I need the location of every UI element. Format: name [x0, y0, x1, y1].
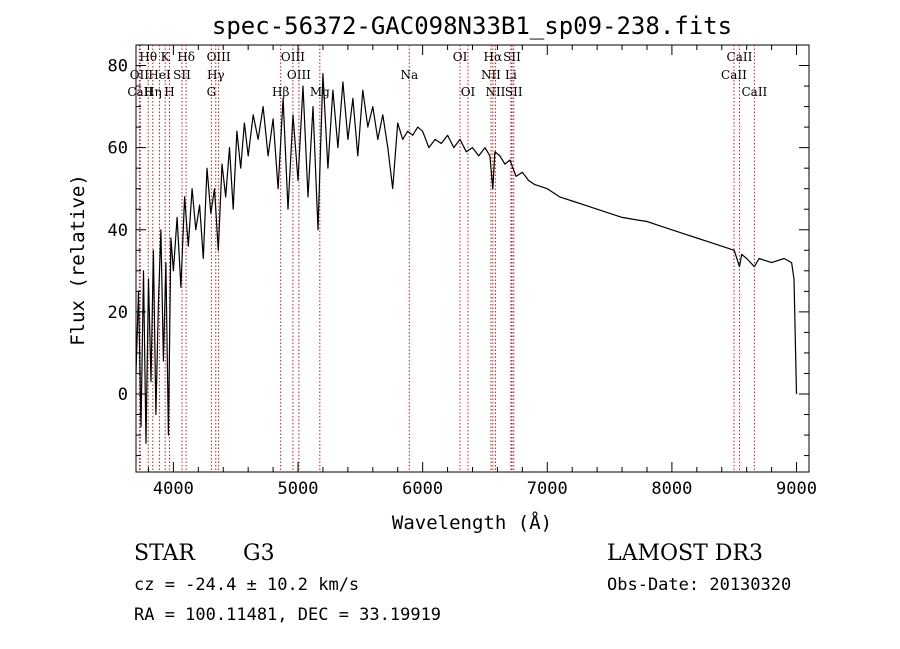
- line-marker-label: Li: [505, 68, 517, 82]
- line-marker-label: Hδ: [177, 50, 195, 64]
- x-tick-label: 7000: [527, 479, 568, 499]
- line-markers: [138, 45, 755, 472]
- x-tick-label: 6000: [402, 479, 443, 499]
- line-marker-label: NII: [481, 68, 501, 82]
- observation-date: Obs-Date: 20130320: [607, 575, 791, 595]
- line-marker-label: K: [161, 50, 171, 64]
- line-marker-label: Na: [400, 68, 418, 82]
- y-tick-label: 20: [108, 303, 128, 323]
- line-marker-label: OIII: [281, 50, 305, 64]
- line-marker-label: CaII: [721, 68, 747, 82]
- line-marker-label: CaII: [741, 85, 767, 99]
- line-marker-label: OIII: [207, 50, 231, 64]
- line-marker-label: G: [207, 85, 217, 99]
- chart-title: spec-56372-GAC098N33B1_sp09-238.fits: [212, 12, 732, 40]
- x-tick-label: 8000: [651, 479, 692, 499]
- y-axis-label: Flux (relative): [67, 174, 89, 346]
- line-marker-label: Hα: [484, 50, 503, 64]
- line-marker-label: NII: [485, 85, 505, 99]
- line-marker-label: H: [164, 85, 174, 99]
- line-marker-label: Hθ: [139, 50, 157, 64]
- axis-ticks: [136, 44, 809, 472]
- line-marker-label: HeI: [148, 68, 171, 82]
- line-marker-label: CaII: [727, 50, 753, 64]
- object-subclass: G3: [243, 541, 275, 566]
- line-marker-label: SII: [505, 85, 523, 99]
- y-tick-label: 60: [108, 139, 128, 159]
- redshift-text: cz = -24.4 ± 10.2 km/s: [134, 575, 359, 595]
- line-marker-label: OII: [130, 68, 150, 82]
- line-marker-label: SII: [503, 50, 521, 64]
- survey-name: LAMOST DR3: [607, 541, 763, 566]
- line-marker-label: CaII: [127, 85, 153, 99]
- line-marker-label: OI: [453, 50, 468, 64]
- object-class: STAR: [134, 541, 196, 566]
- x-tick-label: 5000: [278, 479, 319, 499]
- spectrum-line: [135, 73, 798, 444]
- plot-frame: [135, 44, 810, 473]
- line-marker-label: Hη: [144, 85, 162, 99]
- x-tick-label: 9000: [776, 479, 817, 499]
- x-tick-label: 4000: [153, 479, 194, 499]
- line-marker-label: Mg: [310, 85, 330, 99]
- y-tick-label: 0: [118, 385, 128, 405]
- x-axis-label: Wavelength (Å): [392, 511, 552, 534]
- line-marker-label: SII: [173, 68, 191, 82]
- y-tick-label: 80: [108, 57, 128, 77]
- axis-tick-labels: 4000 5000 6000 7000 8000 9000 0 20 40 60 80: [108, 57, 817, 499]
- y-tick-label: 40: [108, 221, 128, 241]
- coordinates-text: RA = 100.11481, DEC = 33.19919: [134, 605, 441, 625]
- line-marker-label: OI: [461, 85, 476, 99]
- line-marker-label: OIII: [287, 68, 311, 82]
- spectrum-series: [135, 73, 798, 444]
- line-marker-label: Hγ: [207, 68, 225, 82]
- line-marker-label: Hβ: [272, 85, 289, 99]
